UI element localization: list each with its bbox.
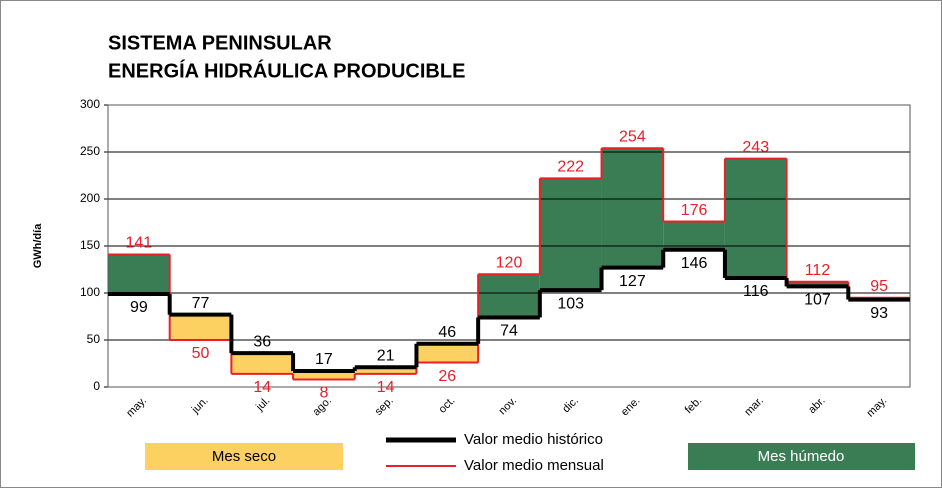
data-label: 26	[438, 368, 456, 385]
chart-title: ENERGÍA HIDRÁULICA PRODUCIBLE	[108, 59, 465, 82]
dry-fill	[354, 367, 417, 374]
wet-fill	[663, 221, 725, 250]
wet-fill	[539, 178, 602, 291]
y-tick-label: 50	[87, 332, 101, 346]
data-label: 21	[377, 347, 395, 364]
data-label: 243	[742, 139, 769, 156]
data-label: 17	[315, 351, 333, 368]
data-label: 116	[743, 283, 769, 300]
wet-fill	[786, 281, 849, 287]
wet-fill	[108, 254, 170, 294]
data-label: 99	[130, 299, 148, 316]
data-label: 36	[253, 333, 271, 350]
legend-label: Mes seco	[212, 448, 276, 465]
chart-title: SISTEMA PENINSULAR	[108, 32, 332, 54]
data-label: 146	[681, 255, 708, 272]
data-label: 107	[804, 292, 831, 309]
y-tick-label: 100	[80, 285, 100, 299]
data-label: 112	[805, 262, 831, 279]
data-label: 254	[619, 128, 646, 145]
data-label: 8	[319, 385, 328, 402]
y-tick-label: 250	[80, 144, 100, 158]
data-label: 14	[377, 379, 395, 396]
y-tick-label: 200	[80, 191, 100, 205]
data-label: 127	[619, 273, 646, 290]
data-label: 120	[496, 254, 523, 271]
dry-fill	[416, 343, 479, 363]
data-label: 103	[557, 295, 584, 312]
data-label: 14	[253, 379, 271, 396]
wet-fill	[478, 274, 540, 318]
plot-border	[107, 104, 911, 388]
legend-label: Mes húmedo	[758, 448, 845, 465]
dry-fill	[293, 371, 355, 380]
dry-fill	[169, 314, 232, 340]
wet-fill	[724, 158, 787, 278]
data-label: 176	[681, 202, 708, 219]
y-tick-label: 300	[80, 97, 100, 111]
data-label: 222	[557, 159, 584, 176]
data-label: 141	[125, 235, 152, 252]
data-label: 50	[192, 345, 210, 362]
legend-label: Valor medio mensual	[464, 457, 604, 474]
legend-label: Valor medio histórico	[464, 431, 603, 448]
legend-wet	[688, 443, 915, 470]
data-label: 77	[192, 295, 210, 312]
y-tick-label: 0	[93, 379, 100, 393]
data-label: 93	[870, 305, 888, 322]
y-tick-label: 150	[80, 238, 100, 252]
wet-fill	[601, 148, 664, 268]
y-axis-label: GWh/día	[32, 223, 44, 268]
data-label: 46	[438, 324, 456, 341]
data-label: 74	[500, 323, 518, 340]
legend-dry	[145, 443, 343, 470]
data-label: 95	[870, 278, 888, 295]
dry-fill	[231, 353, 294, 374]
